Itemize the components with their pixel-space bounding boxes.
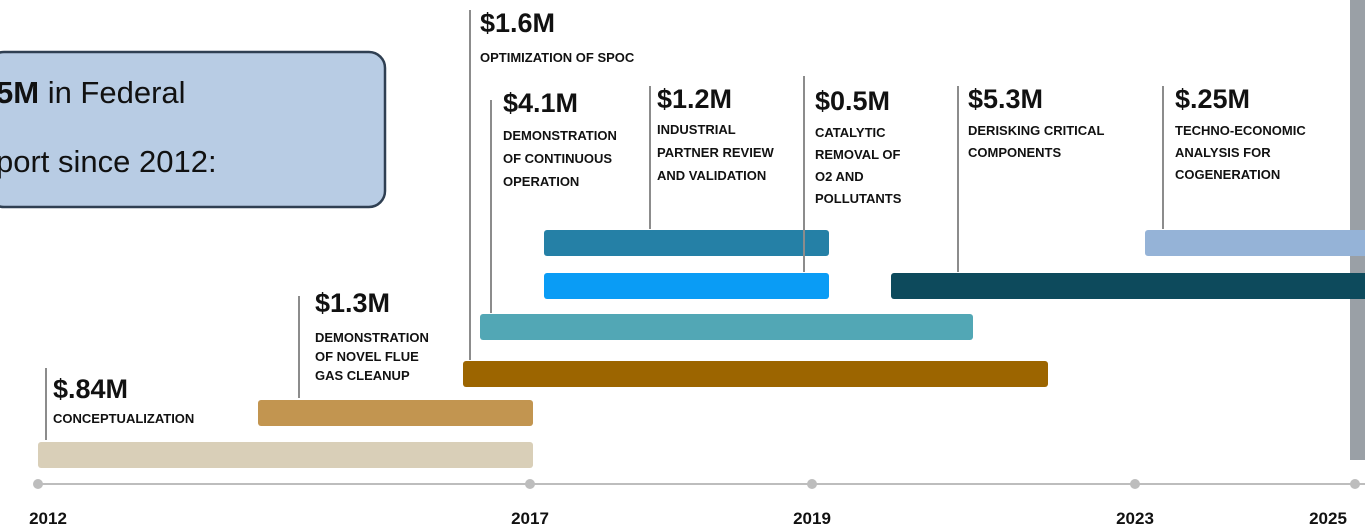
year-dot: [1350, 479, 1360, 489]
description: TECHNO-ECONOMIC: [1175, 123, 1306, 138]
year-label: 2012: [29, 509, 67, 528]
year-dot: [1130, 479, 1140, 489]
description: DERISKING CRITICAL: [968, 123, 1105, 138]
header-line1: 5M in Federal: [0, 75, 186, 110]
funding-bar: [463, 361, 1048, 387]
amount: $4.1M: [503, 88, 578, 118]
description: INDUSTRIAL: [657, 122, 736, 137]
description: GAS CLEANUP: [315, 368, 410, 383]
amount: $1.3M: [315, 288, 390, 318]
amount: $0.5M: [815, 86, 890, 116]
amount: $1.6M: [480, 8, 555, 38]
amount: $1.2M: [657, 84, 732, 114]
year-dot: [807, 479, 817, 489]
description: OF NOVEL FLUE: [315, 349, 419, 364]
description: O2 AND: [815, 169, 864, 184]
year-dot: [525, 479, 535, 489]
description: AND VALIDATION: [657, 168, 766, 183]
funding-bar: [891, 273, 1365, 299]
funding-bar: [1145, 230, 1365, 256]
description: OF CONTINUOUS: [503, 151, 612, 166]
description: ANALYSIS FOR: [1175, 145, 1271, 160]
description: DEMONSTRATION: [503, 128, 617, 143]
description: COMPONENTS: [968, 145, 1062, 160]
year-label: 2025: [1309, 509, 1347, 528]
description: CONCEPTUALIZATION: [53, 411, 194, 426]
description: COGENERATION: [1175, 167, 1280, 182]
description: DEMONSTRATION: [315, 330, 429, 345]
header-box: [0, 50, 387, 209]
description: POLLUTANTS: [815, 191, 902, 206]
funding-bar: [258, 400, 533, 426]
amount: $.25M: [1175, 84, 1250, 114]
description: REMOVAL OF: [815, 147, 901, 162]
funding-bar: [38, 442, 533, 468]
header-line2: port since 2012:: [0, 144, 217, 179]
year-label: 2019: [793, 509, 831, 528]
description: OPERATION: [503, 174, 579, 189]
funding-bar: [544, 230, 829, 256]
year-label: 2017: [511, 509, 549, 528]
year-dot: [33, 479, 43, 489]
funding-bar: [544, 273, 829, 299]
amount: $.84M: [53, 374, 128, 404]
year-label: 2023: [1116, 509, 1154, 528]
description: PARTNER REVIEW: [657, 145, 774, 160]
amount: $5.3M: [968, 84, 1043, 114]
description: OPTIMIZATION OF SPOC: [480, 50, 635, 65]
funding-bar: [480, 314, 973, 340]
header-bold: 5M: [0, 75, 39, 110]
header-text: in Federal: [39, 75, 185, 110]
description: CATALYTIC: [815, 125, 886, 140]
